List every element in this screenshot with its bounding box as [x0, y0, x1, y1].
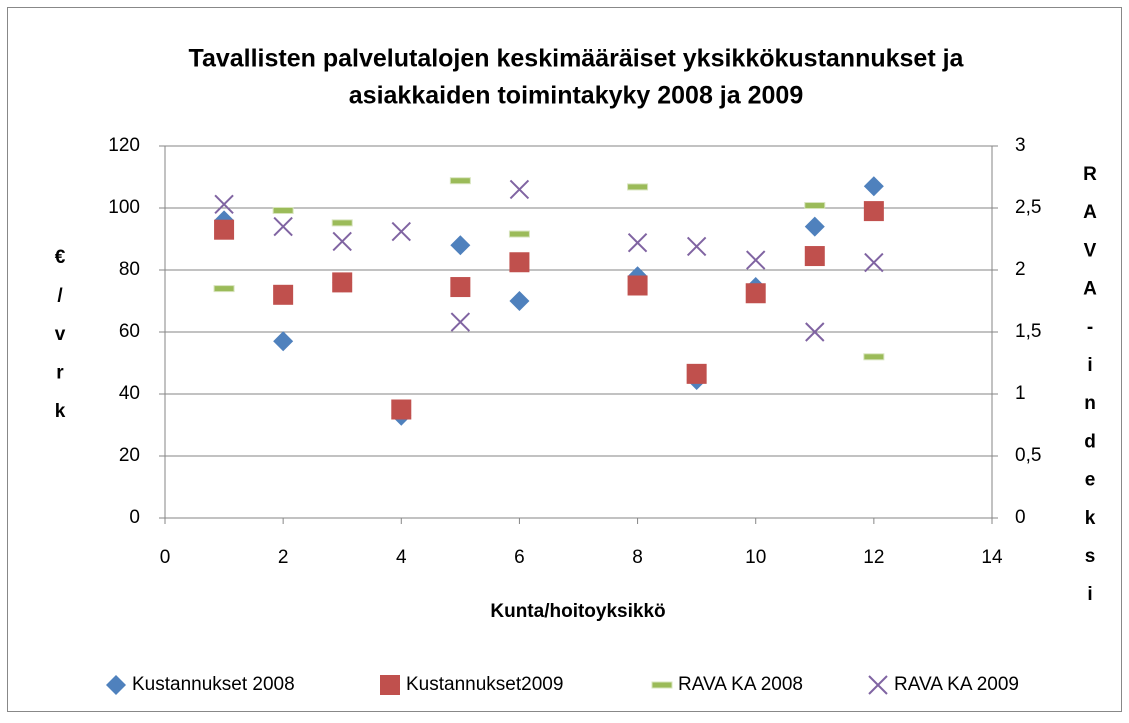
chart-title: asiakkaiden toimintakyky 2008 ja 2009 [349, 82, 803, 110]
point [449, 177, 471, 185]
point [627, 183, 649, 191]
y-tick-label: 80 [119, 259, 140, 280]
legend-item: Kustannukset2009 [380, 674, 563, 695]
point [273, 284, 294, 305]
y-tick-label: 60 [119, 321, 140, 342]
x-tick-label: 6 [514, 547, 525, 568]
y-tick-label: 0 [129, 507, 140, 528]
y-tick-label: 20 [119, 445, 140, 466]
point [863, 176, 884, 197]
y2-tick-label: 0,5 [1015, 445, 1041, 466]
y2-tick-label: 0 [1015, 507, 1026, 528]
legend-label: Kustannukset 2008 [132, 674, 295, 695]
legend-item: RAVA KA 2009 [868, 674, 1019, 695]
y2-axis-title: R A V A -i n d e k s i [1083, 164, 1097, 605]
y-tick-label: 100 [108, 197, 140, 218]
point [332, 231, 352, 252]
y2-tick-label: 2,5 [1015, 197, 1041, 218]
point [509, 291, 530, 311]
y2-tick-label: 1,5 [1015, 321, 1041, 342]
y2-tick-label: 1 [1015, 383, 1026, 404]
point [627, 275, 648, 296]
point [509, 252, 530, 273]
y-tick-label: 120 [108, 135, 140, 156]
point [863, 201, 884, 222]
y2-tick-label: 2 [1015, 259, 1026, 280]
point [272, 206, 294, 214]
x-axis-title: Kunta/hoitoyksikkö [490, 601, 665, 622]
legend-label: RAVA KA 2009 [894, 674, 1019, 695]
point [863, 353, 885, 361]
point [213, 285, 235, 293]
point [804, 246, 825, 267]
x-tick-label: 14 [981, 547, 1003, 568]
chart-border [7, 7, 1122, 712]
y-tick-label: 40 [119, 383, 140, 404]
legend-marker [651, 681, 673, 689]
point [391, 399, 412, 420]
point [332, 272, 353, 293]
x-tick-label: 8 [632, 547, 643, 568]
x-tick-label: 2 [278, 547, 289, 568]
point [804, 216, 825, 237]
point [745, 283, 766, 304]
point [686, 236, 707, 257]
chart-title: Tavallisten palvelutalojen keskimääräise… [189, 45, 965, 73]
x-tick-label: 0 [160, 547, 171, 568]
point [864, 252, 884, 273]
point [804, 202, 826, 210]
point [450, 312, 471, 332]
legend-item: Kustannukset 2008 [106, 674, 295, 695]
point [331, 219, 353, 227]
legend-label: Kustannukset2009 [406, 674, 563, 695]
x-tick-label: 12 [863, 547, 884, 568]
point [214, 219, 235, 240]
legend-marker [380, 675, 400, 695]
x-tick-label: 4 [396, 547, 407, 568]
point [686, 363, 707, 384]
point [805, 322, 825, 342]
legend-marker [106, 675, 126, 695]
x-tick-label: 10 [745, 547, 766, 568]
legend-item: RAVA KA 2008 [651, 674, 803, 695]
point [509, 179, 530, 200]
point [627, 233, 648, 253]
point [450, 277, 471, 298]
point [273, 216, 293, 237]
point [746, 250, 766, 270]
point [391, 221, 411, 242]
y2-tick-label: 3 [1015, 135, 1026, 156]
y-axis-title: € / v r k [55, 247, 66, 422]
point [273, 331, 294, 352]
point [450, 235, 471, 256]
legend-marker [868, 675, 888, 695]
point [508, 230, 530, 238]
legend-label: RAVA KA 2008 [678, 674, 803, 695]
point [214, 194, 234, 214]
